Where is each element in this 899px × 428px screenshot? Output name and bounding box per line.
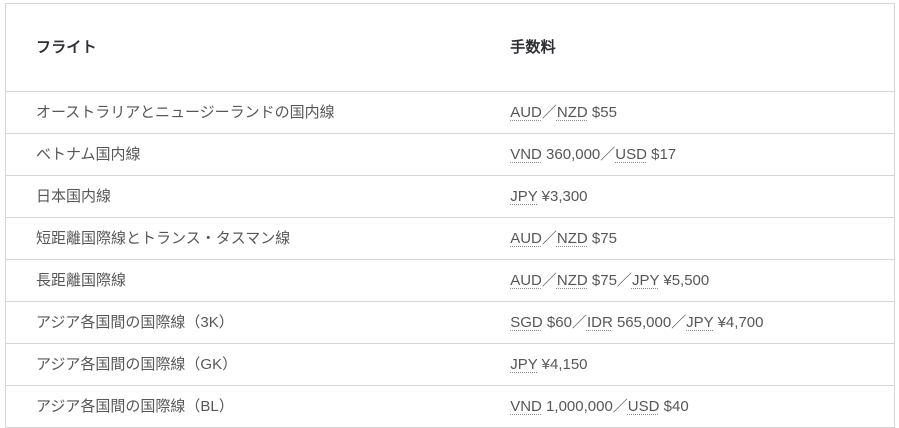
fee-text: $75 (587, 230, 617, 247)
table-row: アジア各国間の国際線（GK） JPY ¥4,150 (5, 343, 895, 386)
currency-code: SGD (510, 314, 543, 331)
currency-code: IDR (586, 314, 613, 331)
flight-cell: アジア各国間の国際線（BL） (5, 385, 481, 428)
table-row: アジア各国間の国際線（3K） SGD $60／IDR 565,000／JPY ¥4… (5, 301, 895, 344)
fee-cell: AUD／NZD $55 (480, 91, 895, 134)
flight-cell: アジア各国間の国際線（3K） (5, 301, 481, 344)
fee-text: ／ (541, 230, 557, 247)
flight-cell: ベトナム国内線 (5, 133, 481, 176)
fee-text: $40 (659, 398, 689, 415)
currency-code: VND (510, 146, 542, 163)
fee-text: 1,000,000／ (541, 398, 628, 415)
fee-text: ¥3,300 (537, 188, 588, 205)
fee-cell: VND 360,000／USD $17 (480, 133, 895, 176)
currency-code: AUD (510, 272, 542, 289)
currency-code: JPY (686, 314, 714, 331)
fee-cell: AUD／NZD $75／JPY ¥5,500 (480, 259, 895, 302)
fee-cell: VND 1,000,000／USD $40 (480, 385, 895, 428)
table-header: フライト 手数料 (5, 3, 895, 92)
currency-code: USD (615, 146, 647, 163)
table-row: ベトナム国内線 VND 360,000／USD $17 (5, 133, 895, 176)
table-row: アジア各国間の国際線（BL） VND 1,000,000／USD $40 (5, 385, 895, 428)
flight-cell: 長距離国際線 (5, 259, 481, 302)
fees-table: フライト 手数料 オーストラリアとニュージーランドの国内線 AUD／NZD $55… (5, 3, 895, 428)
column-header-flight: フライト (5, 3, 481, 92)
table-body: オーストラリアとニュージーランドの国内線 AUD／NZD $55 ベトナム国内線 VN… (5, 91, 895, 428)
fee-text: 360,000／ (541, 146, 616, 163)
fee-text: ／ (541, 272, 557, 289)
currency-code: AUD (510, 104, 542, 121)
table-row: 日本国内線 JPY ¥3,300 (5, 175, 895, 218)
column-header-fee: 手数料 (480, 3, 895, 92)
currency-code: NZD (556, 272, 588, 289)
fee-cell: AUD／NZD $75 (480, 217, 895, 260)
table-row: 短距離国際線とトランス・タスマン線 AUD／NZD $75 (5, 217, 895, 260)
fee-text: $75／ (587, 272, 632, 289)
fee-text: ¥5,500 (659, 272, 710, 289)
fee-text: $60／ (542, 314, 587, 331)
currency-code: NZD (556, 104, 588, 121)
fee-cell: JPY ¥3,300 (480, 175, 895, 218)
fee-text: ／ (541, 104, 557, 121)
fee-cell: JPY ¥4,150 (480, 343, 895, 386)
table-row: オーストラリアとニュージーランドの国内線 AUD／NZD $55 (5, 91, 895, 134)
flight-cell: オーストラリアとニュージーランドの国内線 (5, 91, 481, 134)
fees-table-container: フライト 手数料 オーストラリアとニュージーランドの国内線 AUD／NZD $55… (5, 3, 895, 428)
fee-text: 565,000／ (612, 314, 687, 331)
currency-code: JPY (510, 356, 538, 373)
currency-code: JPY (510, 188, 538, 205)
flight-cell: アジア各国間の国際線（GK） (5, 343, 481, 386)
currency-code: JPY (631, 272, 660, 289)
fee-text: $55 (587, 104, 617, 121)
fee-cell: SGD $60／IDR 565,000／JPY ¥4,700 (480, 301, 895, 344)
flight-cell: 短距離国際線とトランス・タスマン線 (5, 217, 481, 260)
flight-cell: 日本国内線 (5, 175, 481, 218)
currency-code: VND (510, 398, 542, 415)
fee-text: ¥4,150 (537, 356, 588, 373)
header-row: フライト 手数料 (5, 3, 895, 92)
fee-text: $17 (646, 146, 677, 163)
currency-code: USD (627, 398, 660, 415)
fee-text: ¥4,700 (713, 314, 764, 331)
currency-code: NZD (556, 230, 588, 247)
currency-code: AUD (510, 230, 542, 247)
table-row: 長距離国際線 AUD／NZD $75／JPY ¥5,500 (5, 259, 895, 302)
